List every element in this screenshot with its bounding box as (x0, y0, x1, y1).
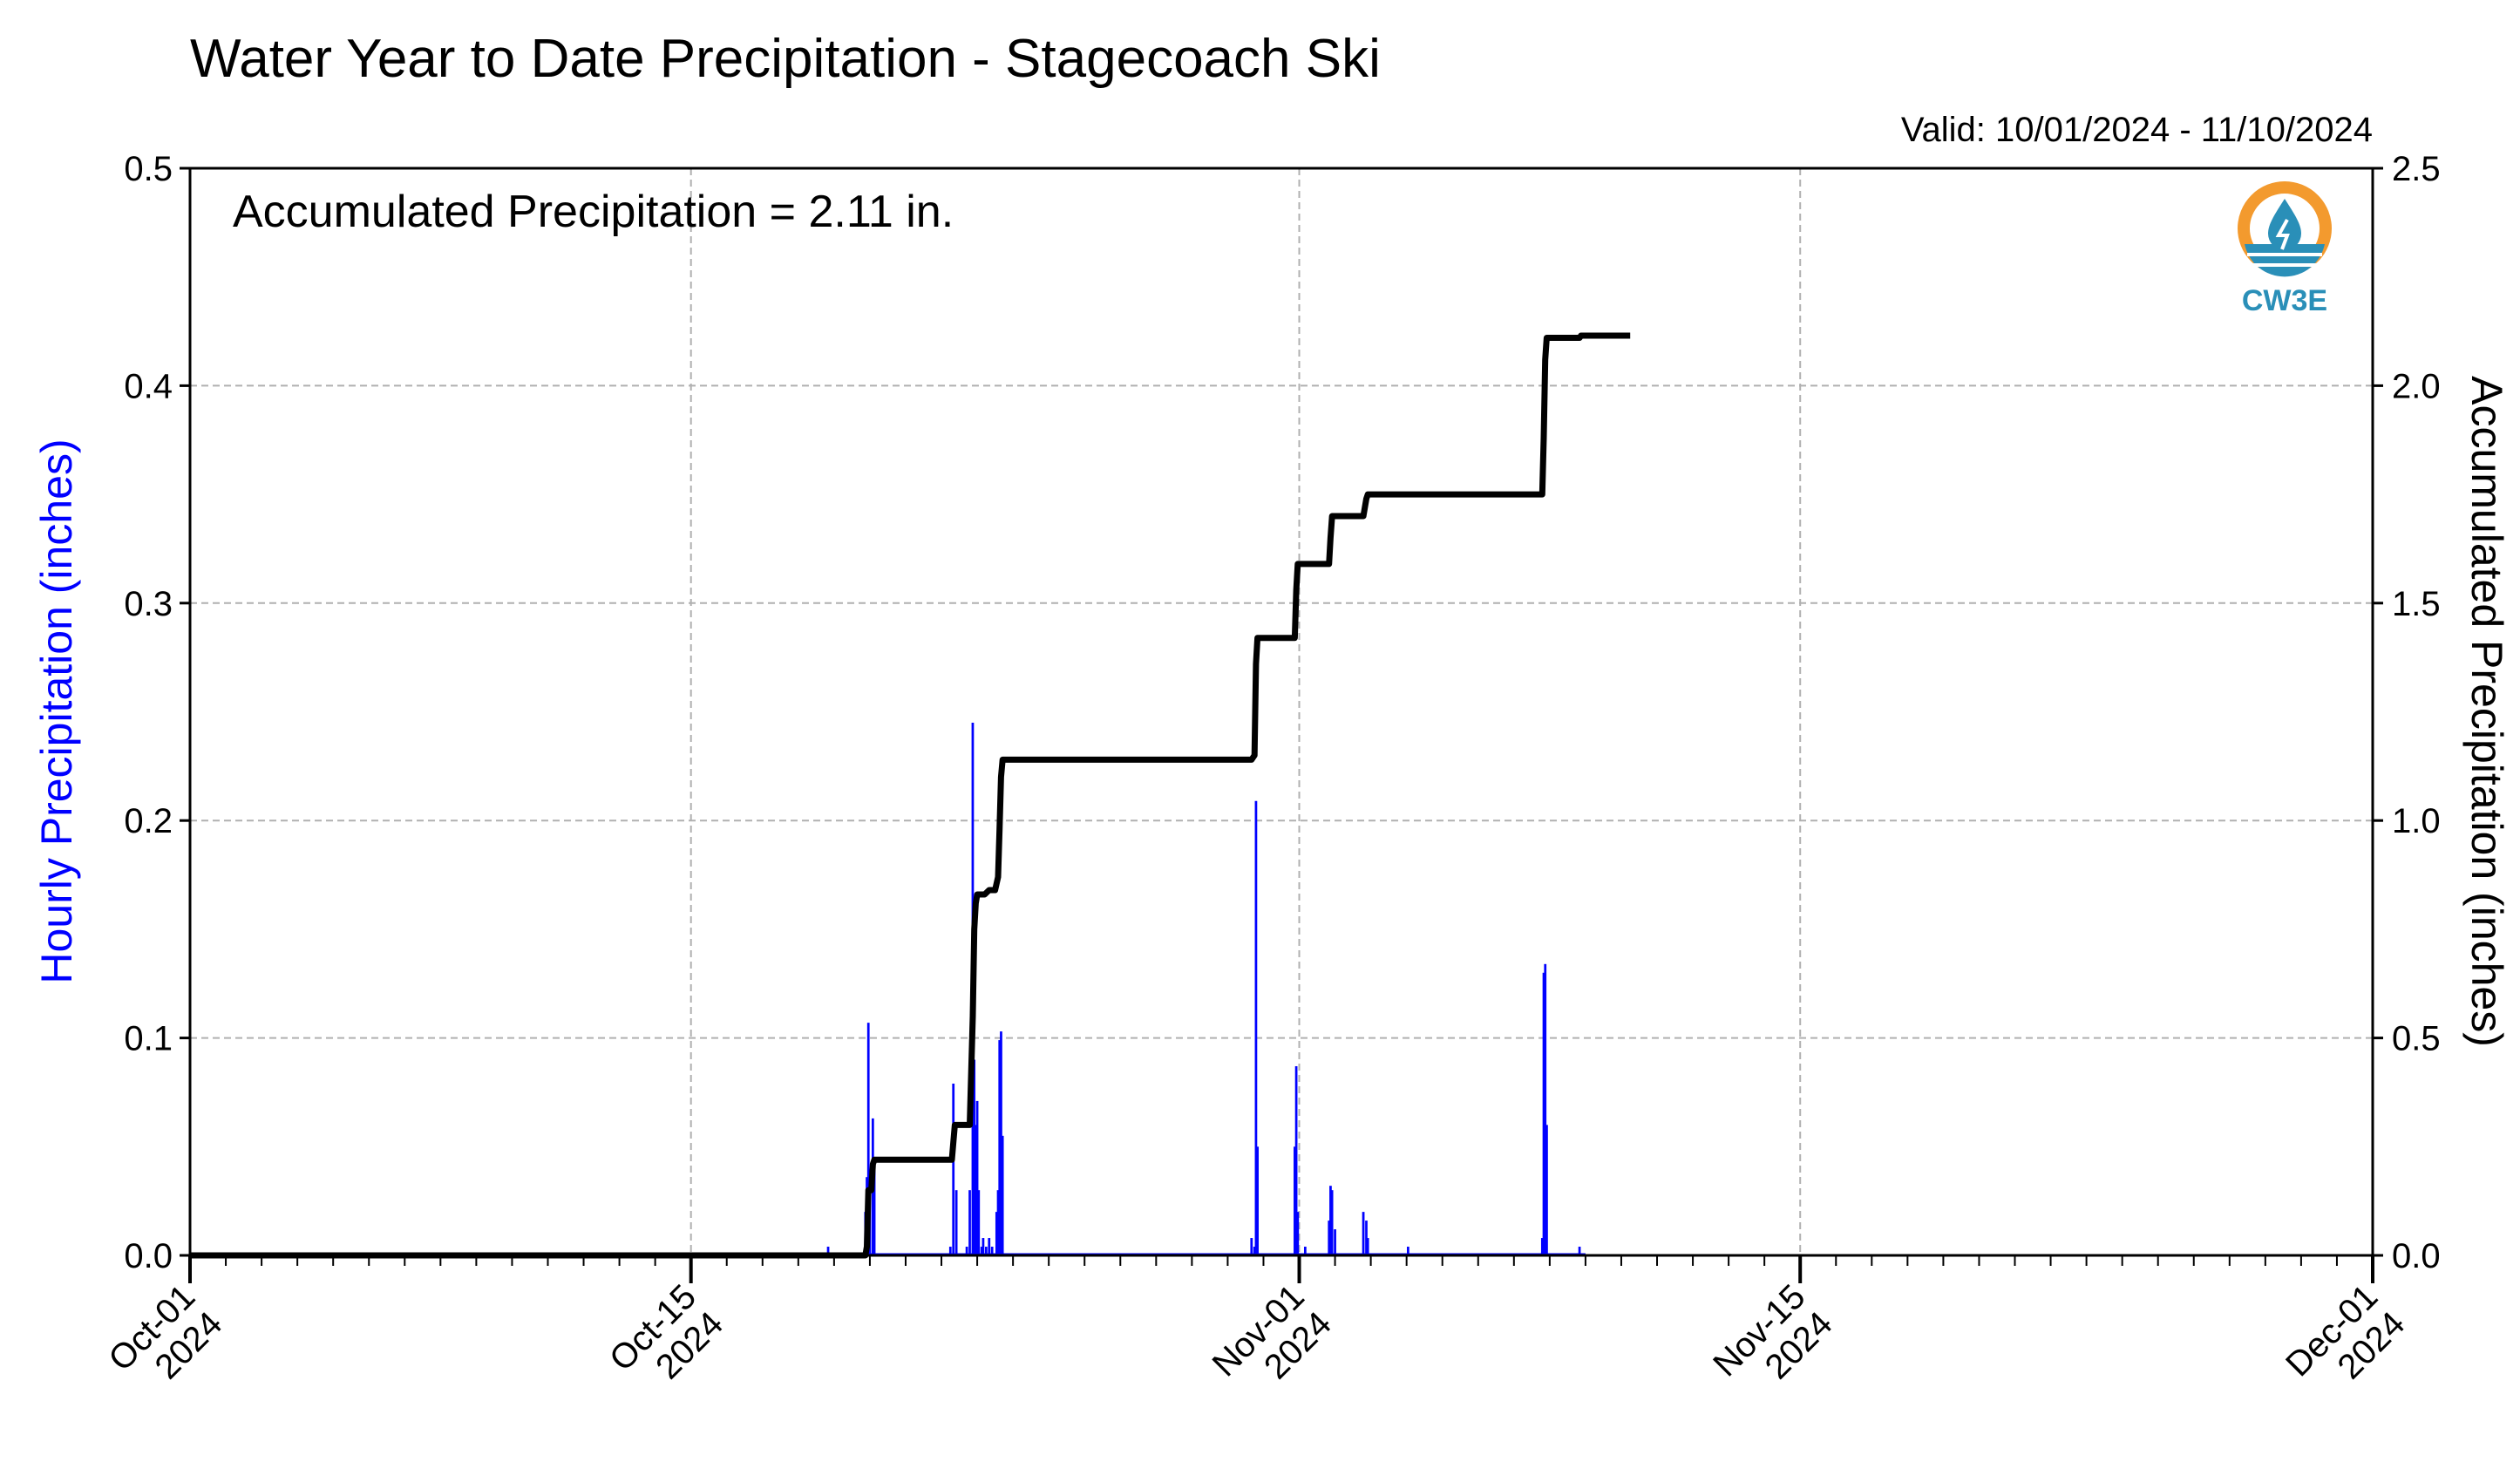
hourly-precip-bar (1365, 1221, 1368, 1255)
y-tick-label: 0.0 (124, 1237, 173, 1275)
hourly-precip-bar (1366, 1238, 1369, 1255)
y-tick-label: 0.2 (124, 802, 173, 840)
accumulated-precip-line (190, 332, 1631, 1259)
hourly-precip-bar (1407, 1247, 1409, 1255)
hourly-precip-bar (1544, 963, 1547, 1255)
hourly-precip-bar (977, 1190, 981, 1255)
hourly-precip-bar (1328, 1221, 1331, 1255)
hourly-precip-bar (980, 1247, 983, 1255)
hourly-precip-bar (1334, 1229, 1336, 1255)
hourly-precip-bar (826, 1247, 830, 1255)
grid-lines (190, 168, 2373, 1255)
hourly-precip-bar (965, 1247, 968, 1255)
y-axis-left: 0.0 0.1 0.2 0.3 0.4 0.5 (124, 150, 190, 1275)
hourly-precip-bar (1253, 1247, 1256, 1255)
hourly-precip-bar (990, 1247, 994, 1255)
hourly-precip-bar (1545, 1125, 1548, 1255)
hourly-precip-bar (1303, 1247, 1307, 1255)
y-right-tick-label: 2.0 (2392, 367, 2441, 405)
accumulated-annotation: Accumulated Precipitation = 2.11 in. (233, 187, 954, 237)
logo-text: CW3E (2242, 284, 2327, 317)
hourly-precip-bar (996, 1190, 1000, 1255)
hourly-precip-bar (948, 1247, 952, 1255)
hourly-precip-bar (1540, 1238, 1544, 1255)
hourly-precip-bar (1542, 972, 1545, 1255)
y-right-tick-label: 2.5 (2392, 150, 2441, 188)
hourly-precip-bar (998, 1040, 1002, 1255)
hourly-precip-bar (952, 1083, 955, 1255)
y-axis-right: 0.0 0.5 1.0 1.5 2.0 2.5 (2373, 150, 2441, 1275)
hourly-precip-bar (982, 1238, 985, 1255)
water-drop-icon (2238, 181, 2332, 277)
y-tick-label: 0.3 (124, 585, 173, 623)
hourly-precip-bar (1362, 1212, 1365, 1255)
hourly-precip-bar (988, 1238, 991, 1255)
hourly-precip-bar (1329, 1186, 1332, 1255)
hourly-precip-bar (973, 1059, 976, 1255)
hourly-precip-bar (1256, 1146, 1260, 1255)
hourly-precip-bar (1001, 1135, 1004, 1255)
y-tick-label: 0.5 (124, 150, 173, 188)
hourly-precip-bar (975, 1100, 979, 1255)
hourly-precip-bar (968, 1190, 971, 1255)
hourly-precip-bar (1578, 1247, 1581, 1255)
hourly-precip-bar (995, 1212, 998, 1255)
y-tick-label: 0.4 (124, 367, 173, 405)
y-tick-label: 0.1 (124, 1020, 173, 1058)
hourly-precip-bar (873, 1168, 876, 1255)
y-right-tick-label: 1.5 (2392, 585, 2441, 623)
hourly-precip-bar (1294, 1066, 1298, 1255)
hourly-precip-bar (1294, 1146, 1296, 1255)
y-right-tick-label: 0.0 (2392, 1237, 2441, 1275)
y-axis-label-left: Hourly Precipitation (inches) (32, 439, 81, 983)
cw3e-logo: CW3E (2238, 181, 2332, 317)
hourly-precip-bars (825, 722, 1586, 1256)
hourly-precip-bar (984, 1247, 988, 1255)
hourly-precip-bar (1000, 1031, 1002, 1255)
hourly-precip-bar (1296, 1212, 1300, 1255)
hourly-precip-bar (975, 1125, 977, 1255)
y-right-tick-label: 0.5 (2392, 1020, 2441, 1058)
hourly-precip-bar (1250, 1238, 1253, 1255)
hourly-precip-bar (1254, 800, 1258, 1255)
hourly-precip-bar (1330, 1190, 1334, 1255)
y-axis-label-right: Accumulated Precipitation (inches) (2462, 376, 2511, 1047)
chart-title: Water Year to Date Precipitation - Stage… (190, 29, 1381, 89)
valid-range: Valid: 10/01/2024 - 11/10/2024 (1901, 111, 2373, 149)
hourly-precip-bar (866, 1023, 870, 1255)
hourly-precip-bar (954, 1190, 958, 1255)
plot-frame (188, 167, 2374, 1257)
y-right-tick-label: 1.0 (2392, 802, 2441, 840)
